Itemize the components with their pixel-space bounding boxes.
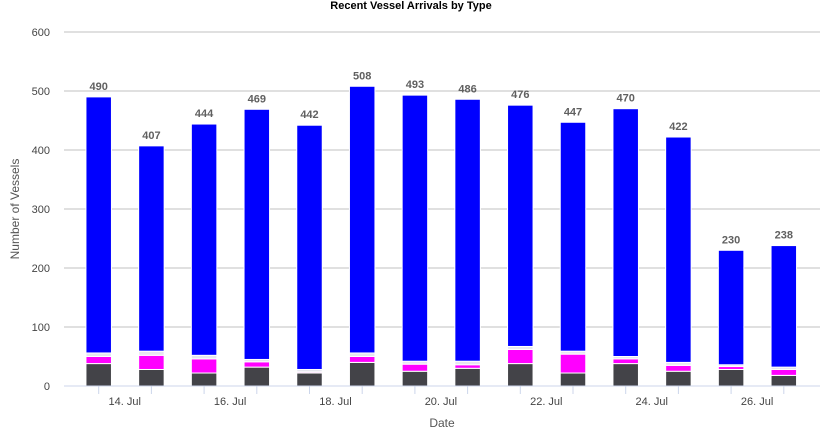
x-tick-label: 18. Jul <box>319 396 351 408</box>
x-tick-label: 14. Jul <box>108 396 140 408</box>
x-axis-ticks: 14. Jul 16. Jul 18. Jul 20. Jul 22. Jul 24. J… <box>98 386 785 408</box>
bar-segment-type-c[interactable] <box>138 350 165 356</box>
x-tick-label: 22. Jul <box>530 396 562 408</box>
bar-segment-type-a[interactable] <box>717 368 745 387</box>
bar-segment-type-a[interactable] <box>454 367 481 387</box>
bar-segment-type-a[interactable] <box>665 370 692 387</box>
total-label: 476 <box>511 89 529 101</box>
bar-segment-type-d[interactable] <box>138 145 165 352</box>
bar-segment-type-d[interactable] <box>190 123 218 356</box>
bar-segment-type-b[interactable] <box>612 358 639 365</box>
total-label: 442 <box>300 109 318 121</box>
x-tick-label: 20. Jul <box>425 396 457 408</box>
y-tick-label: 0 <box>44 381 50 393</box>
x-tick-label: 24. Jul <box>635 396 667 408</box>
bar-segment-type-a[interactable] <box>559 372 587 387</box>
total-label: 490 <box>90 81 108 93</box>
total-label: 493 <box>406 79 424 91</box>
total-label: 447 <box>564 106 582 118</box>
bar-segment-type-b[interactable] <box>348 356 376 363</box>
bar-segment-type-c[interactable] <box>190 354 218 360</box>
bar-segment-type-b[interactable] <box>401 363 429 372</box>
bar-segment-type-d[interactable] <box>243 108 271 360</box>
bar-segment-type-a[interactable] <box>401 370 429 387</box>
bar-segment-type-a[interactable] <box>243 366 271 387</box>
bar-segment-type-b[interactable] <box>507 348 534 365</box>
bar-segment-type-d[interactable] <box>454 98 481 362</box>
total-label: 422 <box>669 121 687 133</box>
bars <box>85 85 798 387</box>
total-label: 238 <box>775 230 793 242</box>
bar-segment-type-a[interactable] <box>770 374 798 387</box>
total-label: 444 <box>195 108 214 120</box>
bar-segment-type-d[interactable] <box>717 249 745 366</box>
total-labels: 490 407 444 469 442 508 493 486 476 447 470 422 230 2… <box>90 70 793 246</box>
bar-segment-type-b[interactable] <box>454 364 481 369</box>
y-tick-label: 100 <box>32 322 50 334</box>
x-tick-label: 26. Jul <box>741 396 773 408</box>
bar-segment-type-d[interactable] <box>85 96 112 354</box>
y-tick-label: 200 <box>32 263 50 275</box>
bar-segment-type-c[interactable] <box>85 352 112 357</box>
y-axis-title: Number of Vessels <box>8 159 22 260</box>
y-tick-label: 600 <box>32 27 50 39</box>
y-axis-ticks: 0 100 200 300 400 500 600 <box>32 27 50 393</box>
bar-segment-type-b[interactable] <box>243 361 271 368</box>
total-label: 407 <box>142 130 160 142</box>
bar-segment-type-a[interactable] <box>348 361 376 387</box>
bar-segment-type-c[interactable] <box>348 352 376 357</box>
total-label: 470 <box>617 93 635 105</box>
bar-segment-type-b[interactable] <box>559 353 587 374</box>
bar-segment-type-d[interactable] <box>401 94 429 362</box>
bar-segment-type-b[interactable] <box>665 364 692 372</box>
bar-segment-type-d[interactable] <box>507 104 534 347</box>
bar-segment-type-b[interactable] <box>190 358 218 374</box>
bar-segment-type-d[interactable] <box>559 121 587 352</box>
total-label: 230 <box>722 234 740 246</box>
bar-segment-type-d[interactable] <box>348 85 376 354</box>
y-tick-label: 400 <box>32 145 50 157</box>
bar-segment-type-a[interactable] <box>612 363 639 387</box>
y-tick-label: 500 <box>32 86 50 98</box>
chart-title: Recent Vessel Arrivals by Type <box>330 0 491 12</box>
bar-segment-type-a[interactable] <box>138 368 165 387</box>
x-axis-title: Date <box>429 416 455 429</box>
grid-lines <box>64 31 820 328</box>
bar-segment-type-d[interactable] <box>665 136 692 363</box>
bar-segment-type-d[interactable] <box>612 108 639 357</box>
bar-segment-type-d[interactable] <box>770 245 798 368</box>
x-tick-label: 16. Jul <box>214 396 246 408</box>
bar-segment-type-a[interactable] <box>190 372 218 387</box>
total-label: 508 <box>353 70 371 82</box>
bar-segment-type-b[interactable] <box>138 354 165 370</box>
bar-segment-type-c[interactable] <box>454 360 481 366</box>
total-label: 486 <box>458 83 476 95</box>
bar-segment-type-a[interactable] <box>85 363 112 387</box>
bar-segment-type-b[interactable] <box>85 356 112 365</box>
y-tick-label: 300 <box>32 204 50 216</box>
bar-segment-type-b[interactable] <box>770 368 798 376</box>
total-label: 469 <box>248 93 266 105</box>
bar-segment-type-a[interactable] <box>296 372 323 387</box>
bar-segment-type-a[interactable] <box>507 363 534 387</box>
bar-segment-type-d[interactable] <box>296 124 323 370</box>
